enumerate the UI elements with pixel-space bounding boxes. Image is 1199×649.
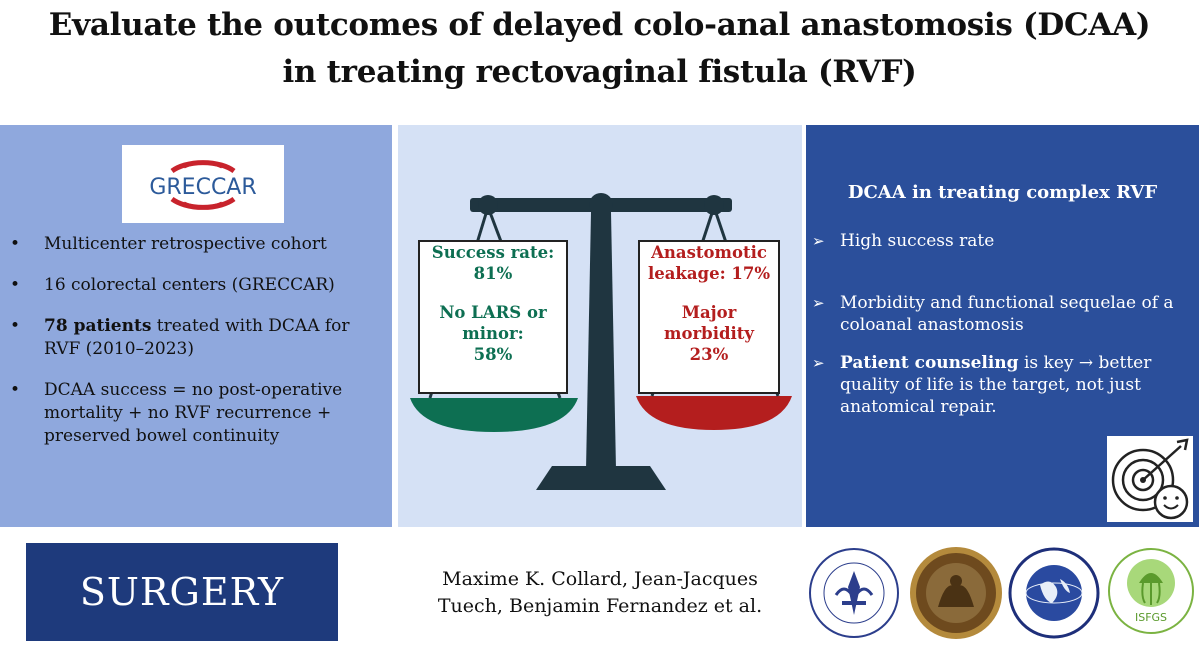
conclusion-item: Patient counseling is key → better quali…	[812, 352, 1192, 418]
conclusion-text: is key → better quality of life is the t…	[840, 353, 1152, 417]
scale-base	[536, 466, 666, 490]
study-item-text: DCAA success = no post-operative mortali…	[44, 380, 343, 446]
title-line-1: Evaluate the outcomes of delayed colo-an…	[48, 7, 1151, 43]
conclusions-heading: DCAA in treating complex RVF	[847, 182, 1158, 203]
study-design-item: Multicenter retrospective cohort	[0, 233, 392, 256]
leakage-label: Anastomotic	[651, 243, 767, 262]
study-design-item: DCAA success = no post-operative mortali…	[0, 379, 392, 448]
greccar-logo: GRECCAR	[122, 145, 284, 223]
society-seal-1-icon	[809, 548, 899, 638]
target-smiley-icon	[1111, 438, 1189, 520]
conclusion-item: High success rate	[812, 230, 1192, 252]
conclusions-list: High success rate Morbidity and function…	[812, 230, 1192, 418]
morbidity-label-2: morbidity	[664, 324, 754, 343]
study-design-list: Multicenter retrospective cohort 16 colo…	[0, 233, 392, 466]
study-design-item: 78 patients treated with DCAA for RVF (2…	[0, 315, 392, 361]
success-rate-label: Success rate:	[431, 243, 555, 262]
study-design-item: 16 colorectal centers (GRECCAR)	[0, 274, 392, 297]
green-pan	[410, 398, 578, 432]
society-seal-2-icon	[910, 547, 1002, 639]
study-item-text: 16 colorectal centers (GRECCAR)	[44, 275, 335, 295]
study-item-text: treated with DCAA for RVF (2010–2023)	[44, 316, 350, 359]
leakage-value: leakage: 17%	[647, 264, 771, 283]
society-seal-3-icon	[1008, 547, 1100, 639]
title-line-2: in treating rectovaginal fistula (RVF)	[282, 54, 917, 90]
red-pan	[636, 396, 792, 430]
morbidity-value: 23%	[689, 345, 729, 364]
authors-line-1: Maxime K. Collard, Jean-Jacques	[442, 568, 758, 590]
complication-outcomes-box: Anastomotic leakage: 17% Major morbidity…	[638, 240, 780, 394]
society-seal-4-icon: ISFGS	[1108, 548, 1194, 634]
greccar-logo-icon: GRECCAR	[149, 160, 257, 210]
success-outcomes-box: Success rate: 81% No LARS or minor: 58%	[418, 240, 568, 394]
study-item-bold: 78 patients	[44, 316, 152, 336]
success-rate-value: 81%	[473, 264, 513, 283]
authors-line-2: Tuech, Benjamin Fernandez et al.	[437, 595, 763, 617]
journal-logo: SURGERY	[26, 543, 338, 641]
target-smiley-box	[1107, 436, 1193, 522]
conclusion-bold: Patient counseling	[840, 353, 1019, 373]
morbidity-label: Major	[681, 303, 737, 322]
authors: Maxime K. Collard, Jean-Jacques Tuech, B…	[410, 566, 790, 620]
lars-label: No LARS or	[439, 303, 547, 322]
conclusion-item: Morbidity and functional sequelae of a c…	[812, 292, 1192, 336]
lars-value: 58%	[473, 345, 513, 364]
study-item-text: Multicenter retrospective cohort	[44, 234, 327, 254]
isfgs-label: ISFGS	[1135, 611, 1167, 624]
infographic-title: Evaluate the outcomes of delayed colo-an…	[0, 2, 1199, 96]
lars-label-2: minor:	[462, 324, 524, 343]
greccar-logo-text: GRECCAR	[149, 175, 256, 200]
conclusion-text: Morbidity and functional sequelae of a c…	[840, 293, 1174, 335]
study-design-panel: GRECCAR Multicenter retrospective cohort…	[0, 125, 392, 527]
conclusion-text: High success rate	[840, 231, 995, 251]
scale-post	[586, 212, 616, 470]
